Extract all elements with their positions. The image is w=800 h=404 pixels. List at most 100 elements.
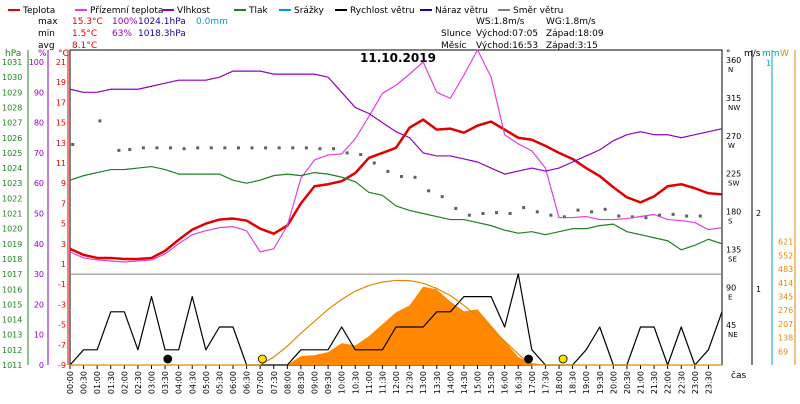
pressure-tick-label: 1019 — [2, 240, 22, 249]
windspeed-tick-label: 2 — [756, 209, 761, 218]
x-tick-label: 18:00 — [555, 371, 564, 394]
x-tick-label: 22:30 — [677, 371, 686, 394]
pressure-tick-label: 1031 — [2, 58, 22, 67]
x-tick-label: 02:30 — [134, 371, 143, 394]
winddir-point — [223, 146, 227, 150]
x-tick-label: 10:30 — [351, 371, 360, 394]
stat-max-press: 1024.1hPa — [138, 17, 186, 27]
winddir-point — [522, 206, 526, 210]
legend-label: Rychlost větru — [350, 6, 415, 16]
temperature-tick-label: 1 — [61, 260, 66, 269]
x-tick-label: 14:30 — [460, 371, 469, 394]
winddir-point — [345, 151, 349, 155]
humidity-tick-label: 10 — [34, 331, 44, 340]
legend: Teplota Přízemní teplota Vlhkost Tlak Srážky… — [8, 6, 563, 16]
solar-tick-label: 345 — [778, 293, 793, 302]
winddir-point — [98, 119, 102, 123]
humidity-tick-label: 100 — [29, 58, 44, 67]
winddir-point — [603, 207, 607, 211]
temperature-tick-label: 7 — [61, 199, 66, 208]
pressure-unit: hPa — [5, 49, 21, 59]
x-tick-label: 11:00 — [365, 371, 374, 394]
temperature-tick-label: 3 — [61, 240, 66, 249]
x-tick-label: 07:00 — [256, 371, 265, 394]
solar-tick-label: 414 — [778, 279, 793, 288]
temperature-tick-label: -5 — [58, 321, 66, 330]
humidity-tick-label: 60 — [34, 179, 44, 188]
winddir-point — [685, 214, 689, 218]
winddir-compass-label: W — [728, 142, 735, 150]
x-tick-label: 19:30 — [596, 371, 605, 394]
moonset-marker — [163, 354, 173, 364]
x-tick-label: 13:30 — [433, 371, 442, 394]
temperature-tick-label: 21 — [56, 58, 66, 67]
winddir-point — [535, 210, 539, 214]
humidity-tick-label: 30 — [34, 270, 44, 279]
rain-tick-label: 1 — [766, 59, 771, 68]
series-solar — [70, 286, 722, 365]
x-tick-label: 07:30 — [270, 371, 279, 394]
winddir-tick-label: 360 — [726, 56, 741, 65]
winddir-point — [209, 146, 213, 150]
x-tick-label: 08:30 — [297, 371, 306, 394]
winddir-tick-label: 225 — [726, 170, 741, 179]
humidity-tick-label: 90 — [34, 88, 44, 97]
x-tick-label: 08:00 — [283, 371, 292, 394]
winddir-point — [399, 174, 403, 178]
series-teplota — [69, 118, 723, 261]
x-tick-label: 17:30 — [541, 371, 550, 394]
pressure-tick-label: 1016 — [2, 285, 22, 294]
x-tick-label: 02:00 — [120, 371, 129, 394]
windspeed-tick-label: 1 — [756, 285, 761, 294]
legend-label: Směr větru — [513, 6, 563, 16]
winddir-point — [182, 147, 186, 151]
x-tick-label: 15:00 — [474, 371, 483, 394]
winddir-compass-label: SE — [728, 255, 737, 263]
moon-label: Měsíc — [441, 41, 466, 51]
pressure-tick-label: 1026 — [2, 134, 22, 143]
humidity-tick-label: 20 — [34, 300, 44, 309]
solar-tick-label: 69 — [778, 347, 788, 356]
x-tick-label: 05:30 — [215, 371, 224, 394]
temperature-tick-label: 11 — [56, 159, 66, 168]
pressure-tick-label: 1023 — [2, 179, 22, 188]
winddir-compass-label: NW — [728, 104, 740, 112]
winddir-point — [196, 146, 200, 150]
pressure-tick-label: 1028 — [2, 103, 22, 112]
stat-min-press: 1018.3hPa — [138, 29, 186, 39]
temperature-tick-label: -9 — [58, 361, 66, 370]
pressure-tick-label: 1020 — [2, 225, 22, 234]
solar-tick-label: 552 — [778, 251, 793, 260]
temperature-tick-label: 15 — [56, 119, 66, 128]
temperature-tick-label: -7 — [58, 341, 66, 350]
x-tick-label: 12:30 — [406, 371, 415, 394]
x-tick-label: 17:00 — [528, 371, 537, 394]
winddir-point — [495, 211, 499, 215]
winddir-unit: ° — [726, 49, 731, 59]
solar-unit: W — [780, 49, 789, 59]
x-tick-label: 15:30 — [487, 371, 496, 394]
x-tick-label: 23:00 — [691, 371, 700, 394]
rain-unit: mm — [762, 49, 780, 59]
series-theoretical-solar — [70, 279, 722, 366]
winddir-compass-label: E — [728, 293, 732, 301]
winddir-point — [304, 146, 308, 150]
sunset-marker — [558, 354, 568, 364]
winddir-compass-label: SW — [728, 180, 739, 188]
solar-tick-label: 483 — [778, 265, 793, 274]
winddir-point — [454, 206, 458, 210]
temperature-tick-label: 19 — [56, 78, 66, 87]
stat-avg-temp: 8.1°C — [72, 41, 97, 51]
legend-label: Náraz větru — [435, 6, 488, 16]
winddir-point — [277, 146, 281, 150]
x-tick-label: 09:00 — [311, 371, 320, 394]
x-tick-label: 09:30 — [324, 371, 333, 394]
sunrise-value: Východ:07:05 — [476, 29, 538, 39]
winddir-point — [481, 212, 485, 215]
winddir-compass-label: N — [728, 66, 733, 74]
x-tick-label: 12:00 — [392, 371, 401, 394]
winddir-point — [372, 161, 376, 165]
legend-label: Srážky — [294, 6, 325, 16]
stat-avg-label: avg — [38, 41, 55, 51]
stat-max-hum: 100% — [112, 17, 138, 27]
